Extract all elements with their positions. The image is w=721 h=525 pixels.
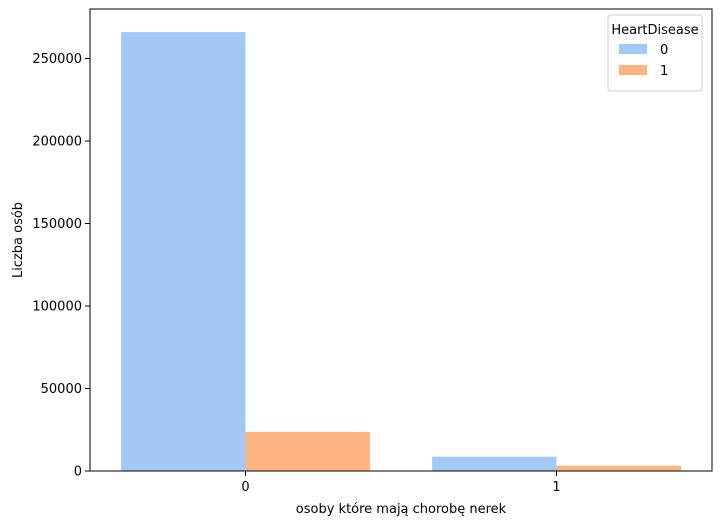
y-tick-label: 200000 xyxy=(32,135,82,150)
x-tick-label: 1 xyxy=(552,480,560,495)
bar-1-series-1 xyxy=(556,465,681,471)
bar-0-series-1 xyxy=(245,431,370,471)
bars-group xyxy=(121,32,681,471)
legend-title: HeartDisease xyxy=(611,23,698,38)
y-tick-label: 100000 xyxy=(32,300,82,315)
bar-1-series-0 xyxy=(432,456,557,471)
y-tick-label: 0 xyxy=(74,465,82,480)
plot-frame xyxy=(89,8,713,472)
x-axis-label: osoby które mają chorobę nerek xyxy=(296,502,507,517)
legend-label-1: 1 xyxy=(660,64,668,79)
x-tick-label: 0 xyxy=(241,480,249,495)
y-tick-label: 50000 xyxy=(41,382,82,397)
legend-label-0: 0 xyxy=(660,43,668,58)
legend: HeartDisease 01 xyxy=(607,14,703,92)
y-axis-label: Liczba osób xyxy=(11,202,26,278)
y-axis: 0 50000 100000 150000 200000 250000 xyxy=(32,52,90,480)
bar-0-series-0 xyxy=(121,32,246,471)
y-tick-label: 250000 xyxy=(32,52,82,67)
legend-swatch-0 xyxy=(619,44,647,54)
legend-swatch-1 xyxy=(619,65,647,75)
legend-items: 01 xyxy=(619,43,668,79)
y-tick-label: 150000 xyxy=(32,217,82,232)
